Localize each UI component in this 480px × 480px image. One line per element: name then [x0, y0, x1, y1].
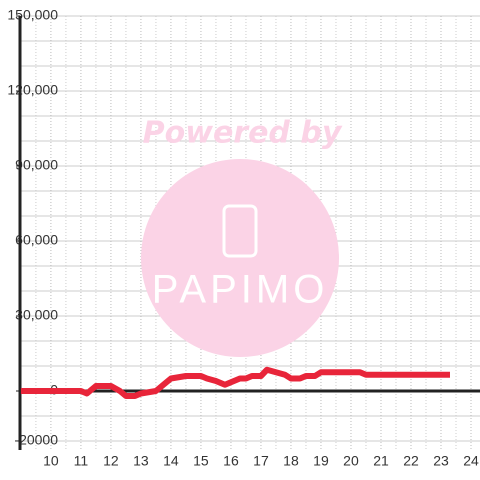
x-tick-label: 24: [463, 453, 479, 469]
watermark-logo: PAPIMO: [152, 268, 329, 312]
x-tick-label: 14: [163, 453, 179, 469]
x-tick-label: 21: [373, 453, 389, 469]
x-tick-label: 22: [403, 453, 419, 469]
x-tick-label: 17: [253, 453, 269, 469]
x-tick-label: 15: [193, 453, 209, 469]
watermark-circle: [141, 159, 339, 357]
y-tick-label: -20000: [14, 432, 58, 448]
x-tick-label: 10: [43, 453, 59, 469]
watermark-icon: [222, 204, 258, 258]
y-tick-label: 120,000: [7, 82, 58, 98]
x-tick-label: 13: [133, 453, 149, 469]
x-tick-label: 16: [223, 453, 239, 469]
watermark-text: Powered by: [143, 116, 343, 151]
x-tick-label: 12: [103, 453, 119, 469]
x-tick-label: 19: [313, 453, 329, 469]
y-tick-label: 30,000: [15, 307, 58, 323]
y-tick-label: 150,000: [7, 7, 58, 23]
y-tick-label: 90,000: [15, 157, 58, 173]
x-tick-label: 18: [283, 453, 299, 469]
watermark: Powered by PAPIMO: [141, 116, 343, 357]
data-line: [20, 366, 450, 399]
x-tick-label: 11: [74, 453, 89, 469]
x-tick-label: 23: [433, 453, 449, 469]
x-tick-label: 20: [343, 453, 359, 469]
y-tick-label: 60,000: [15, 232, 58, 248]
